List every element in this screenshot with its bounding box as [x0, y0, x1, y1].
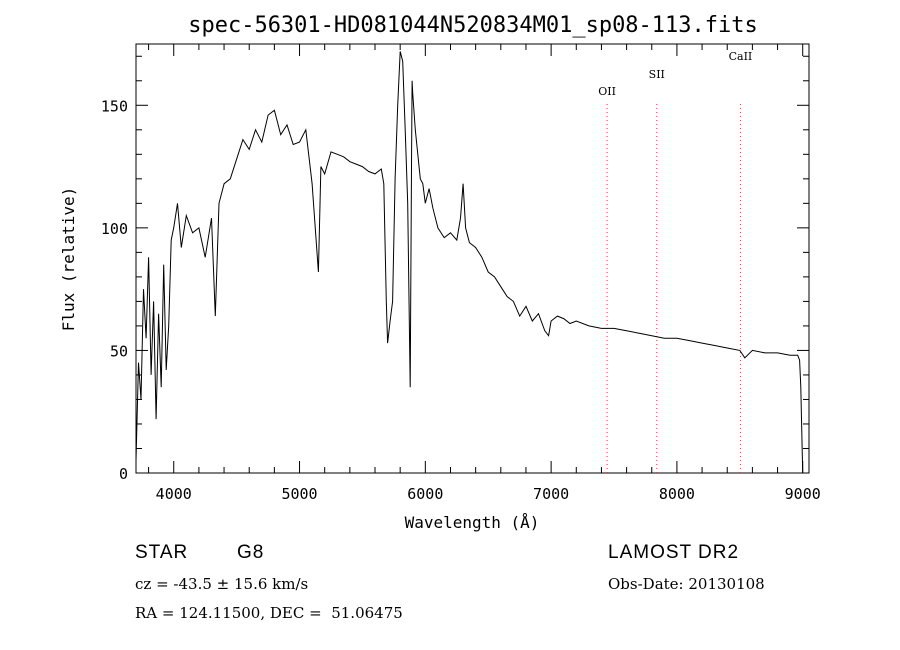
x-tick-label: 5000 — [281, 485, 317, 503]
spectrum-line — [135, 51, 804, 474]
chart-title: spec-56301-HD081044N520834M01_sp08-113.f… — [188, 13, 758, 38]
line-markers: OII SII CaII — [598, 50, 752, 473]
y-tick-label: 50 — [110, 342, 128, 360]
x-tick-label: 8000 — [659, 485, 695, 503]
axis-ticks: 4000 5000 6000 7000 8000 9000 0 50 100 150 — [101, 44, 821, 503]
redshift-value: cz = -43.5 ± 15.6 km/s — [135, 575, 309, 593]
object-class: STAR — [135, 542, 189, 563]
x-tick-label: 4000 — [156, 485, 192, 503]
x-tick-label: 6000 — [407, 485, 443, 503]
y-axis-label: Flux (relative) — [59, 187, 78, 332]
y-tick-label: 100 — [101, 220, 128, 238]
line-marker-label: CaII — [729, 50, 753, 63]
x-axis-label: Wavelength (Å) — [405, 513, 540, 532]
x-tick-label: 9000 — [785, 485, 821, 503]
y-tick-label: 150 — [101, 97, 128, 115]
survey-name: LAMOST DR2 — [608, 542, 740, 563]
line-marker-label: SII — [649, 68, 665, 81]
spectrum-series — [135, 51, 804, 474]
plot-frame — [135, 43, 810, 474]
x-tick-label: 7000 — [533, 485, 569, 503]
observation-date: Obs-Date: 20130108 — [608, 575, 765, 593]
y-tick-label: 0 — [119, 465, 128, 483]
coordinates: RA = 124.11500, DEC = 51.06475 — [135, 604, 403, 622]
object-subclass: G8 — [237, 542, 265, 563]
line-marker-label: OII — [598, 85, 616, 98]
